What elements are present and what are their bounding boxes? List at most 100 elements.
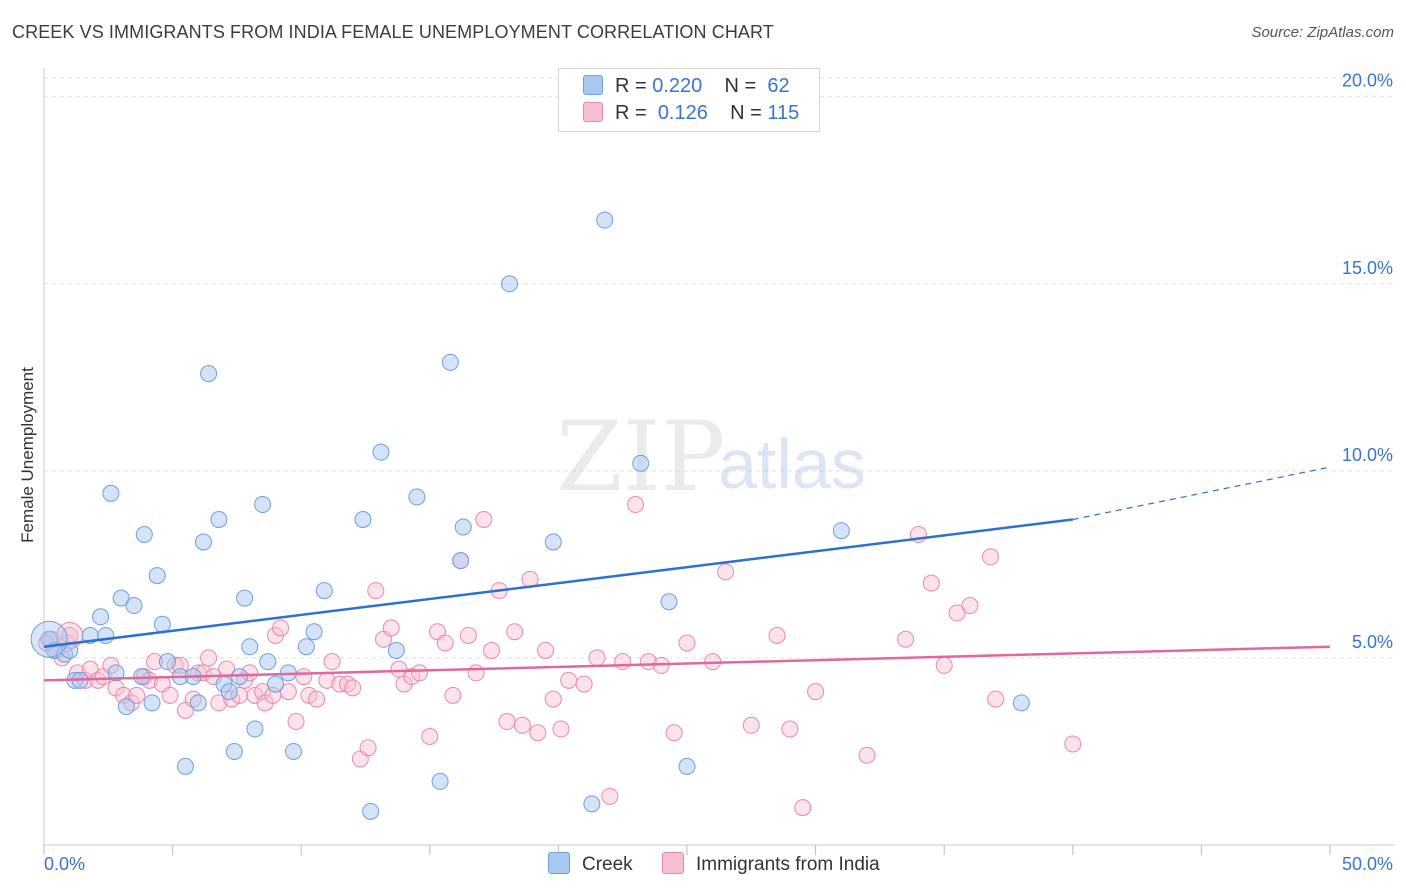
watermark-atlas: atlas: [718, 425, 866, 503]
india-n-value: 115: [767, 102, 800, 124]
india-point: [421, 727, 439, 745]
india-point: [858, 746, 876, 764]
correlation-legend: R = 0.220 N = 62 R = 0.126 N = 115: [558, 68, 820, 132]
india-point: [467, 664, 485, 682]
india-point: [544, 690, 562, 708]
india-r-value: 0.126: [657, 102, 708, 124]
india-point: [665, 724, 683, 742]
creek-point: [241, 638, 259, 656]
creek-point: [92, 608, 110, 626]
legend-item-india[interactable]: Immigrants from India: [662, 852, 880, 876]
creek-point: [259, 653, 277, 671]
chart-title: CREEK VS IMMIGRANTS FROM INDIA FEMALE UN…: [12, 22, 774, 42]
tick-labels: 5.0% 10.0% 15.0% 20.0% 0.0% 50.0%: [44, 71, 1393, 874]
n-label: N =: [724, 75, 757, 97]
creek-point: [266, 675, 284, 693]
india-point: [300, 686, 318, 704]
creek-point: [387, 641, 405, 659]
india-point: [1064, 735, 1082, 753]
creek-point: [125, 597, 143, 615]
india-legend-swatch: [662, 852, 684, 874]
x-tick-label-min: 0.0%: [44, 854, 85, 874]
r-label: R =: [615, 102, 647, 124]
creek-points: [30, 211, 1030, 820]
india-point: [807, 683, 825, 701]
india-point: [768, 626, 786, 644]
creek-point: [225, 742, 243, 760]
india-point: [323, 653, 341, 671]
axes: [43, 68, 1394, 855]
india-point: [128, 686, 146, 704]
creek-point: [102, 484, 120, 502]
india-point: [961, 597, 979, 615]
india-point: [475, 510, 493, 528]
india-point: [287, 713, 305, 731]
creek-point: [431, 772, 449, 790]
creek-point: [176, 757, 194, 775]
creek-point: [236, 589, 254, 607]
creek-point: [117, 698, 135, 716]
creek-point: [220, 683, 238, 701]
india-point: [279, 683, 297, 701]
y-tick-label: 15.0%: [1342, 258, 1393, 278]
legend-item-creek[interactable]: Creek: [548, 852, 633, 876]
creek-point: [408, 488, 426, 506]
india-point: [200, 649, 218, 667]
india-point: [390, 660, 408, 678]
india-point: [794, 799, 812, 817]
creek-trend-line: [43, 518, 1073, 648]
creek-point: [210, 510, 228, 528]
creek-point: [153, 615, 171, 633]
creek-point: [315, 582, 333, 600]
india-point: [308, 690, 326, 708]
creek-r-value: 0.220: [652, 75, 703, 97]
creek-n-value: 62: [767, 75, 790, 97]
creek-point: [362, 802, 380, 820]
india-point: [601, 787, 619, 805]
india-point: [382, 619, 400, 637]
india-point: [444, 686, 462, 704]
watermark: ZIP atlas: [556, 401, 866, 513]
india-point: [987, 690, 1005, 708]
india-point: [359, 739, 377, 757]
india-point: [935, 656, 953, 674]
y-tick-label: 5.0%: [1352, 632, 1393, 652]
india-point: [483, 641, 501, 659]
x-tick-label-max: 50.0%: [1342, 854, 1393, 874]
india-point: [403, 668, 421, 686]
creek-point: [501, 275, 519, 293]
legend-row-india: R = 0.126 N = 115: [583, 102, 799, 126]
creek-point: [441, 353, 459, 371]
india-point: [781, 720, 799, 738]
series-legend: Creek Immigrants from India: [0, 852, 1406, 878]
india-point: [295, 668, 313, 686]
creek-point: [148, 567, 166, 585]
india-point: [588, 649, 606, 667]
india-point: [742, 716, 760, 734]
india-point: [537, 641, 555, 659]
creek-point: [452, 552, 470, 570]
creek-point: [143, 694, 161, 712]
y-tick-label: 10.0%: [1342, 445, 1393, 465]
legend-row-creek: R = 0.220 N = 62: [583, 75, 790, 99]
india-point: [272, 619, 290, 637]
india-point: [498, 713, 516, 731]
creek-swatch: [583, 75, 603, 95]
india-point: [506, 623, 524, 641]
india-point: [367, 582, 385, 600]
india-point: [254, 683, 272, 701]
creek-legend-swatch: [548, 852, 570, 874]
india-point: [560, 671, 578, 689]
creek-point: [112, 589, 130, 607]
creek-point: [372, 443, 390, 461]
india-legend-label: Immigrants from India: [696, 854, 880, 875]
creek-point: [1012, 694, 1030, 712]
india-point: [614, 653, 632, 671]
india-point: [922, 574, 940, 592]
creek-point: [107, 664, 125, 682]
india-point: [948, 604, 966, 622]
creek-point: [583, 795, 601, 813]
creek-point: [354, 510, 372, 528]
creek-point: [158, 653, 176, 671]
